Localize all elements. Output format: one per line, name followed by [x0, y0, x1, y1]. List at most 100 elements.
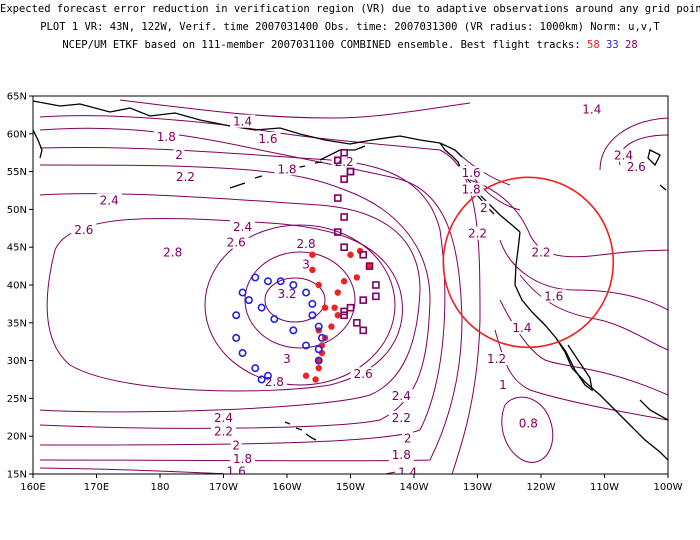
track-28-point — [346, 167, 355, 176]
contour-label: 0.8 — [519, 416, 538, 430]
track-28-point — [333, 156, 342, 165]
contour-label-bg — [274, 287, 300, 301]
track-33-point — [289, 280, 298, 289]
contour-label: 1 — [499, 378, 507, 392]
contour-label: 1.6 — [544, 289, 563, 303]
track-58-point — [309, 251, 316, 258]
track-28-point — [340, 213, 348, 221]
contour-label-bg — [223, 464, 249, 474]
lon-tick-label: 160W — [273, 482, 302, 493]
lat-tick-label: 45N — [7, 243, 27, 254]
track-58-point — [347, 251, 354, 258]
contour-3-2 — [264, 277, 326, 323]
contour-label: 1.4 — [582, 103, 601, 117]
lon-tick-label: 130W — [463, 482, 492, 493]
contour-1-6 — [39, 115, 481, 474]
contour-lines — [39, 99, 668, 474]
map-frame — [32, 95, 669, 475]
contour-label-bg — [509, 321, 535, 335]
contour-label: 2.2 — [468, 227, 487, 241]
contour-label: 2 — [232, 438, 240, 452]
track-28-point — [340, 175, 348, 183]
contour-label: 2.2 — [531, 245, 550, 259]
track-28-point — [372, 292, 380, 301]
contour-label-bg — [497, 377, 509, 391]
canada-west-coast — [439, 142, 521, 233]
lon-tick-label: 120W — [527, 482, 556, 493]
hawaii-islands — [284, 421, 317, 441]
contour-label-bg — [388, 411, 414, 425]
contour-label-bg — [388, 448, 414, 462]
track-28-label: 28 — [625, 39, 638, 51]
contour-label: 2.4 — [100, 193, 119, 207]
track-33-point — [314, 345, 323, 354]
track-58-point — [315, 364, 322, 372]
contour-label-bg — [300, 257, 312, 271]
contour-label: 2.2 — [214, 425, 233, 439]
coastline — [33, 100, 668, 461]
track-28-point — [340, 148, 348, 157]
track-58-point — [309, 266, 316, 274]
contour-label-bg — [515, 416, 541, 430]
contour-label: 2.4 — [233, 220, 252, 234]
contour-label: 2.8 — [265, 375, 284, 389]
contour-label-bg — [230, 219, 256, 233]
track-33-point — [276, 277, 285, 286]
contour-label-bg — [528, 245, 554, 259]
contour-label-bg — [274, 162, 300, 176]
contour-label: 2.2 — [335, 155, 354, 169]
contour-label: 2.8 — [297, 237, 316, 251]
contour-label: 1.6 — [227, 465, 246, 479]
contour-label: 1.4 — [233, 115, 252, 129]
contour-label-bg — [230, 114, 256, 128]
track-28-point — [340, 307, 348, 316]
contour-label-bg — [211, 424, 236, 438]
track-28-point — [346, 303, 355, 312]
contour-1-east — [494, 329, 668, 421]
lat-tick-label: 30N — [7, 356, 27, 367]
lon-tick-label: 100W — [654, 482, 683, 493]
contour-label-bg — [261, 374, 287, 388]
contour-label-bg — [160, 245, 186, 259]
contour-label: 1.6 — [258, 132, 277, 146]
lat-tick-label: 65N — [7, 92, 27, 103]
lat-tick-label: 25N — [7, 394, 27, 405]
contour-label-bg — [579, 102, 605, 116]
track-58-point — [312, 376, 319, 383]
track-58-label: 58 — [587, 39, 600, 51]
contour-2-4-east — [599, 117, 668, 171]
track-58-point — [315, 281, 322, 289]
contour-label-bg — [395, 465, 421, 474]
contour-label-bg — [96, 193, 122, 207]
hudson-bay-islands — [647, 149, 667, 191]
track-33-point — [232, 311, 241, 320]
title-line-3-prefix: NCEP/UM ETKF based on 111-member 2007031… — [62, 39, 581, 51]
contour-label-bg — [402, 431, 414, 445]
contour-label: 1.8 — [233, 452, 252, 466]
contour-1-4 — [119, 99, 471, 119]
contour-label-bg — [458, 182, 484, 196]
contour-label: 3.2 — [277, 287, 296, 301]
lat-tick-label: 55N — [7, 167, 27, 178]
flight-track-layer — [232, 148, 380, 384]
contour-label: 1.8 — [392, 448, 411, 462]
lon-tick-label: 180 — [150, 482, 169, 493]
contour-2-6 — [46, 217, 403, 392]
contour-label-bg — [173, 147, 185, 161]
contour-label: 1.2 — [487, 352, 506, 366]
track-28-point — [333, 228, 342, 236]
contour-label-bg — [465, 226, 490, 240]
contour-2-4 — [39, 193, 421, 413]
track-33-point — [257, 303, 266, 312]
contour-label-bg — [350, 367, 376, 381]
track-28-point — [346, 167, 355, 176]
track-58-point — [366, 262, 373, 270]
track-33-point — [257, 375, 266, 384]
track-28-point — [359, 326, 368, 335]
lat-tick-label: 50N — [7, 205, 27, 216]
lat-tick-label: 40N — [7, 281, 27, 292]
contour-label-bg — [153, 129, 179, 143]
contour-label: 2.6 — [627, 160, 646, 174]
contour-label: 1.8 — [277, 162, 296, 176]
